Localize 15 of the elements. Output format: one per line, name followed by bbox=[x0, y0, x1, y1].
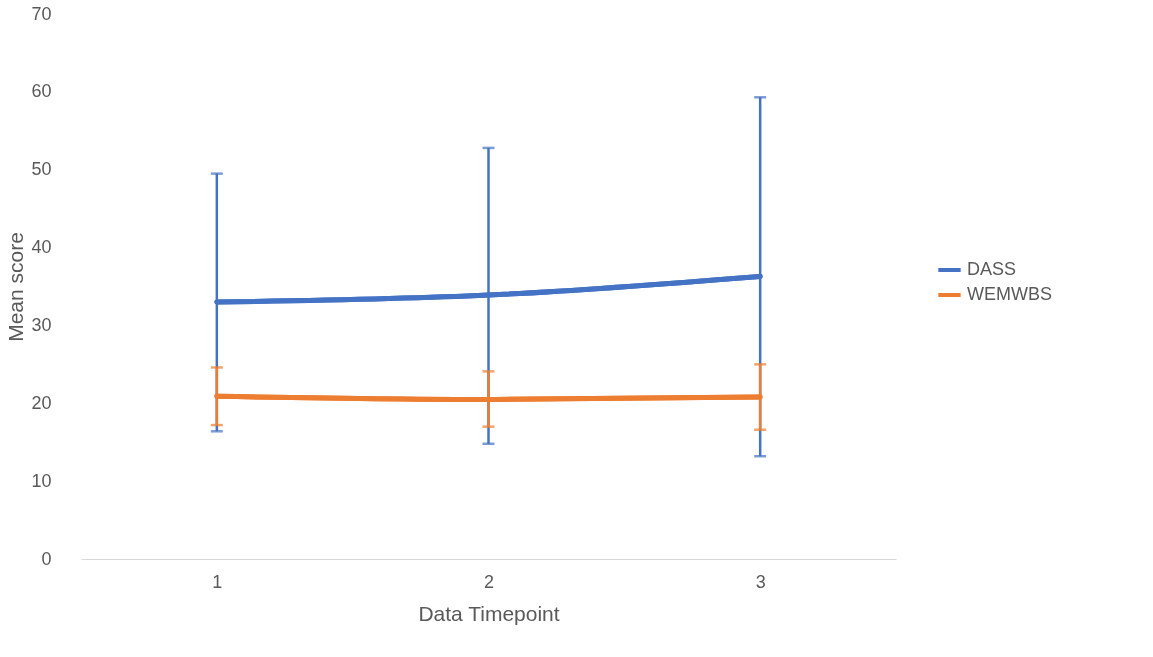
y-tick-label: 10 bbox=[31, 470, 52, 491]
x-tick-label: 3 bbox=[755, 571, 766, 592]
y-tick-label: 40 bbox=[31, 237, 52, 258]
y-axis-title: Mean score bbox=[4, 232, 28, 342]
y-tick-label: 60 bbox=[31, 81, 52, 102]
y-tick-label: 50 bbox=[31, 159, 52, 180]
x-tick-label: 1 bbox=[212, 571, 223, 592]
x-axis-title: Data Timepoint bbox=[418, 601, 560, 625]
y-tick-label: 20 bbox=[31, 392, 52, 413]
x-tick-label: 2 bbox=[483, 571, 495, 592]
y-tick-label: 0 bbox=[41, 548, 52, 569]
legend-label: WEMWBS bbox=[967, 284, 1052, 304]
y-tick-label: 70 bbox=[31, 3, 52, 24]
legend-label: DASS bbox=[967, 259, 1017, 279]
y-tick-label: 30 bbox=[31, 314, 52, 335]
